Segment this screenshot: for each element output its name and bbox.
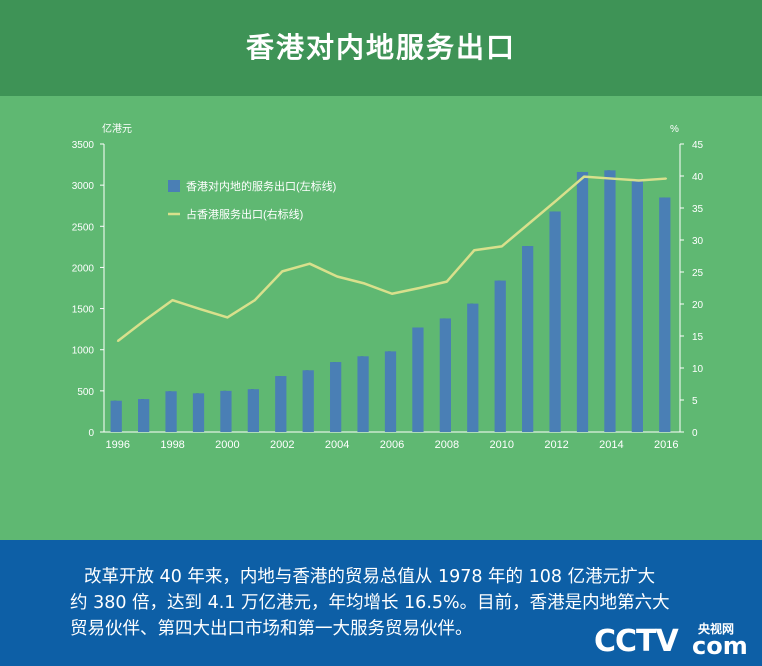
page-title: 香港对内地服务出口 [245,31,516,64]
bar [330,362,342,432]
bar [384,351,397,432]
footer-panel: 改革开放 40 年来，内地与香港的贸易总值从 1978 年的 108 亿港元扩大… [0,540,762,666]
bar [659,197,671,432]
x-tick-label: 1996 [105,439,129,451]
x-tick-label: 2010 [489,439,513,451]
share-line-point [418,287,421,289]
share-line-point [528,222,530,225]
share-line-point [144,319,146,321]
bar [357,356,369,432]
x-tick-label: 2008 [435,439,459,451]
footer-line-1: 改革开放 40 年来，内地与香港的贸易总值从 1978 年的 108 亿港元扩大 [84,567,656,587]
bar [494,280,506,432]
share-line-point [226,316,229,319]
logo-com-text: com [692,632,748,660]
logo-main-text: CCTV [594,624,679,659]
footer-line-2: 约 380 倍，达到 4.1 万亿港元，年均增长 16.5%。目前，香港是内地第… [70,593,670,613]
legend-line-label: 占香港服务出口(右标线) [186,207,303,221]
left-tick-label: 2500 [72,222,95,233]
left-tick-label: 500 [77,387,94,398]
bar [165,391,177,432]
right-tick-label: 25 [692,268,704,279]
header-banner: 香港对内地服务出口 [0,0,762,96]
bar [302,370,314,432]
right-tick-label: 5 [692,396,698,407]
logo-site-text: 央视网 [698,622,735,636]
share-line-point [665,177,668,180]
footer-line-3: 贸易伙伴、第四大出口市场和第一大服务贸易伙伴。 [70,619,473,639]
legend-bar-label: 香港对内地的服务出口(左标线) [186,179,336,193]
right-tick-label: 45 [692,140,704,151]
share-line-point [308,262,311,265]
left-tick-label: 3500 [72,140,95,151]
share-line-point [363,282,366,285]
left-tick-label: 1500 [72,305,95,316]
bar [631,179,643,432]
share-line-point [254,299,256,301]
right-tick-label: 15 [692,332,704,343]
left-axis-unit-label: 亿港元 [102,122,132,135]
bar [576,171,589,432]
bar [549,211,561,432]
footer-paragraph: 改革开放 40 年来，内地与香港的贸易总值从 1978 年的 108 亿港元扩大… [70,564,742,642]
right-tick-label: 20 [692,300,704,311]
x-tick-label: 2012 [544,439,568,451]
right-tick-label: 40 [692,172,704,183]
x-tick-label: 2006 [380,439,404,451]
share-line-point [500,245,503,248]
share-line-point [555,199,558,202]
cctv-logo: CCTV 央视网 com [594,618,754,662]
bar [247,389,259,432]
bar [412,327,424,432]
bar [275,376,287,432]
legend-bar-swatch [168,180,180,192]
x-tick-label: 2014 [599,439,623,451]
share-line-point [473,249,476,252]
share-line-point [171,299,174,301]
left-tick-label: 0 [88,428,94,439]
chart-area: 0 500 1000 1500 2000 2500 3000 3500 0 5 10 15 20 25 30… [0,96,762,540]
share-line-point [199,308,201,310]
right-tick-label: 0 [692,428,698,439]
right-tick-label: 30 [692,236,704,247]
share-line-point [116,340,119,342]
left-tick-label: 3000 [72,181,95,192]
right-tick-label: 35 [692,204,704,215]
share-line-point [336,275,338,278]
right-tick-label: 10 [692,364,704,375]
x-tick-label: 2004 [325,439,349,451]
bar [138,399,150,432]
share-line-point [391,292,393,295]
bar [604,170,616,432]
x-tick-label: 1998 [160,439,184,451]
chart-svg: 0 500 1000 1500 2000 2500 3000 3500 0 5 10 15 20 25 30… [72,122,704,451]
share-line-point [583,175,585,178]
bar [110,400,122,432]
x-tick-label: 2016 [654,439,678,451]
left-tick-label: 2000 [72,263,95,274]
x-tick-label: 2002 [270,439,294,451]
right-axis-unit-label: % [670,124,679,135]
bar [220,390,232,432]
share-line-point [281,270,284,273]
left-tick-label: 1000 [72,346,95,357]
bar [467,303,479,432]
bar [439,318,451,432]
share-line-point [446,280,448,283]
x-tick-label: 2000 [215,439,239,451]
bar [192,393,205,432]
share-line-point [610,177,613,180]
share-line-point [638,179,640,182]
bar [522,246,534,432]
